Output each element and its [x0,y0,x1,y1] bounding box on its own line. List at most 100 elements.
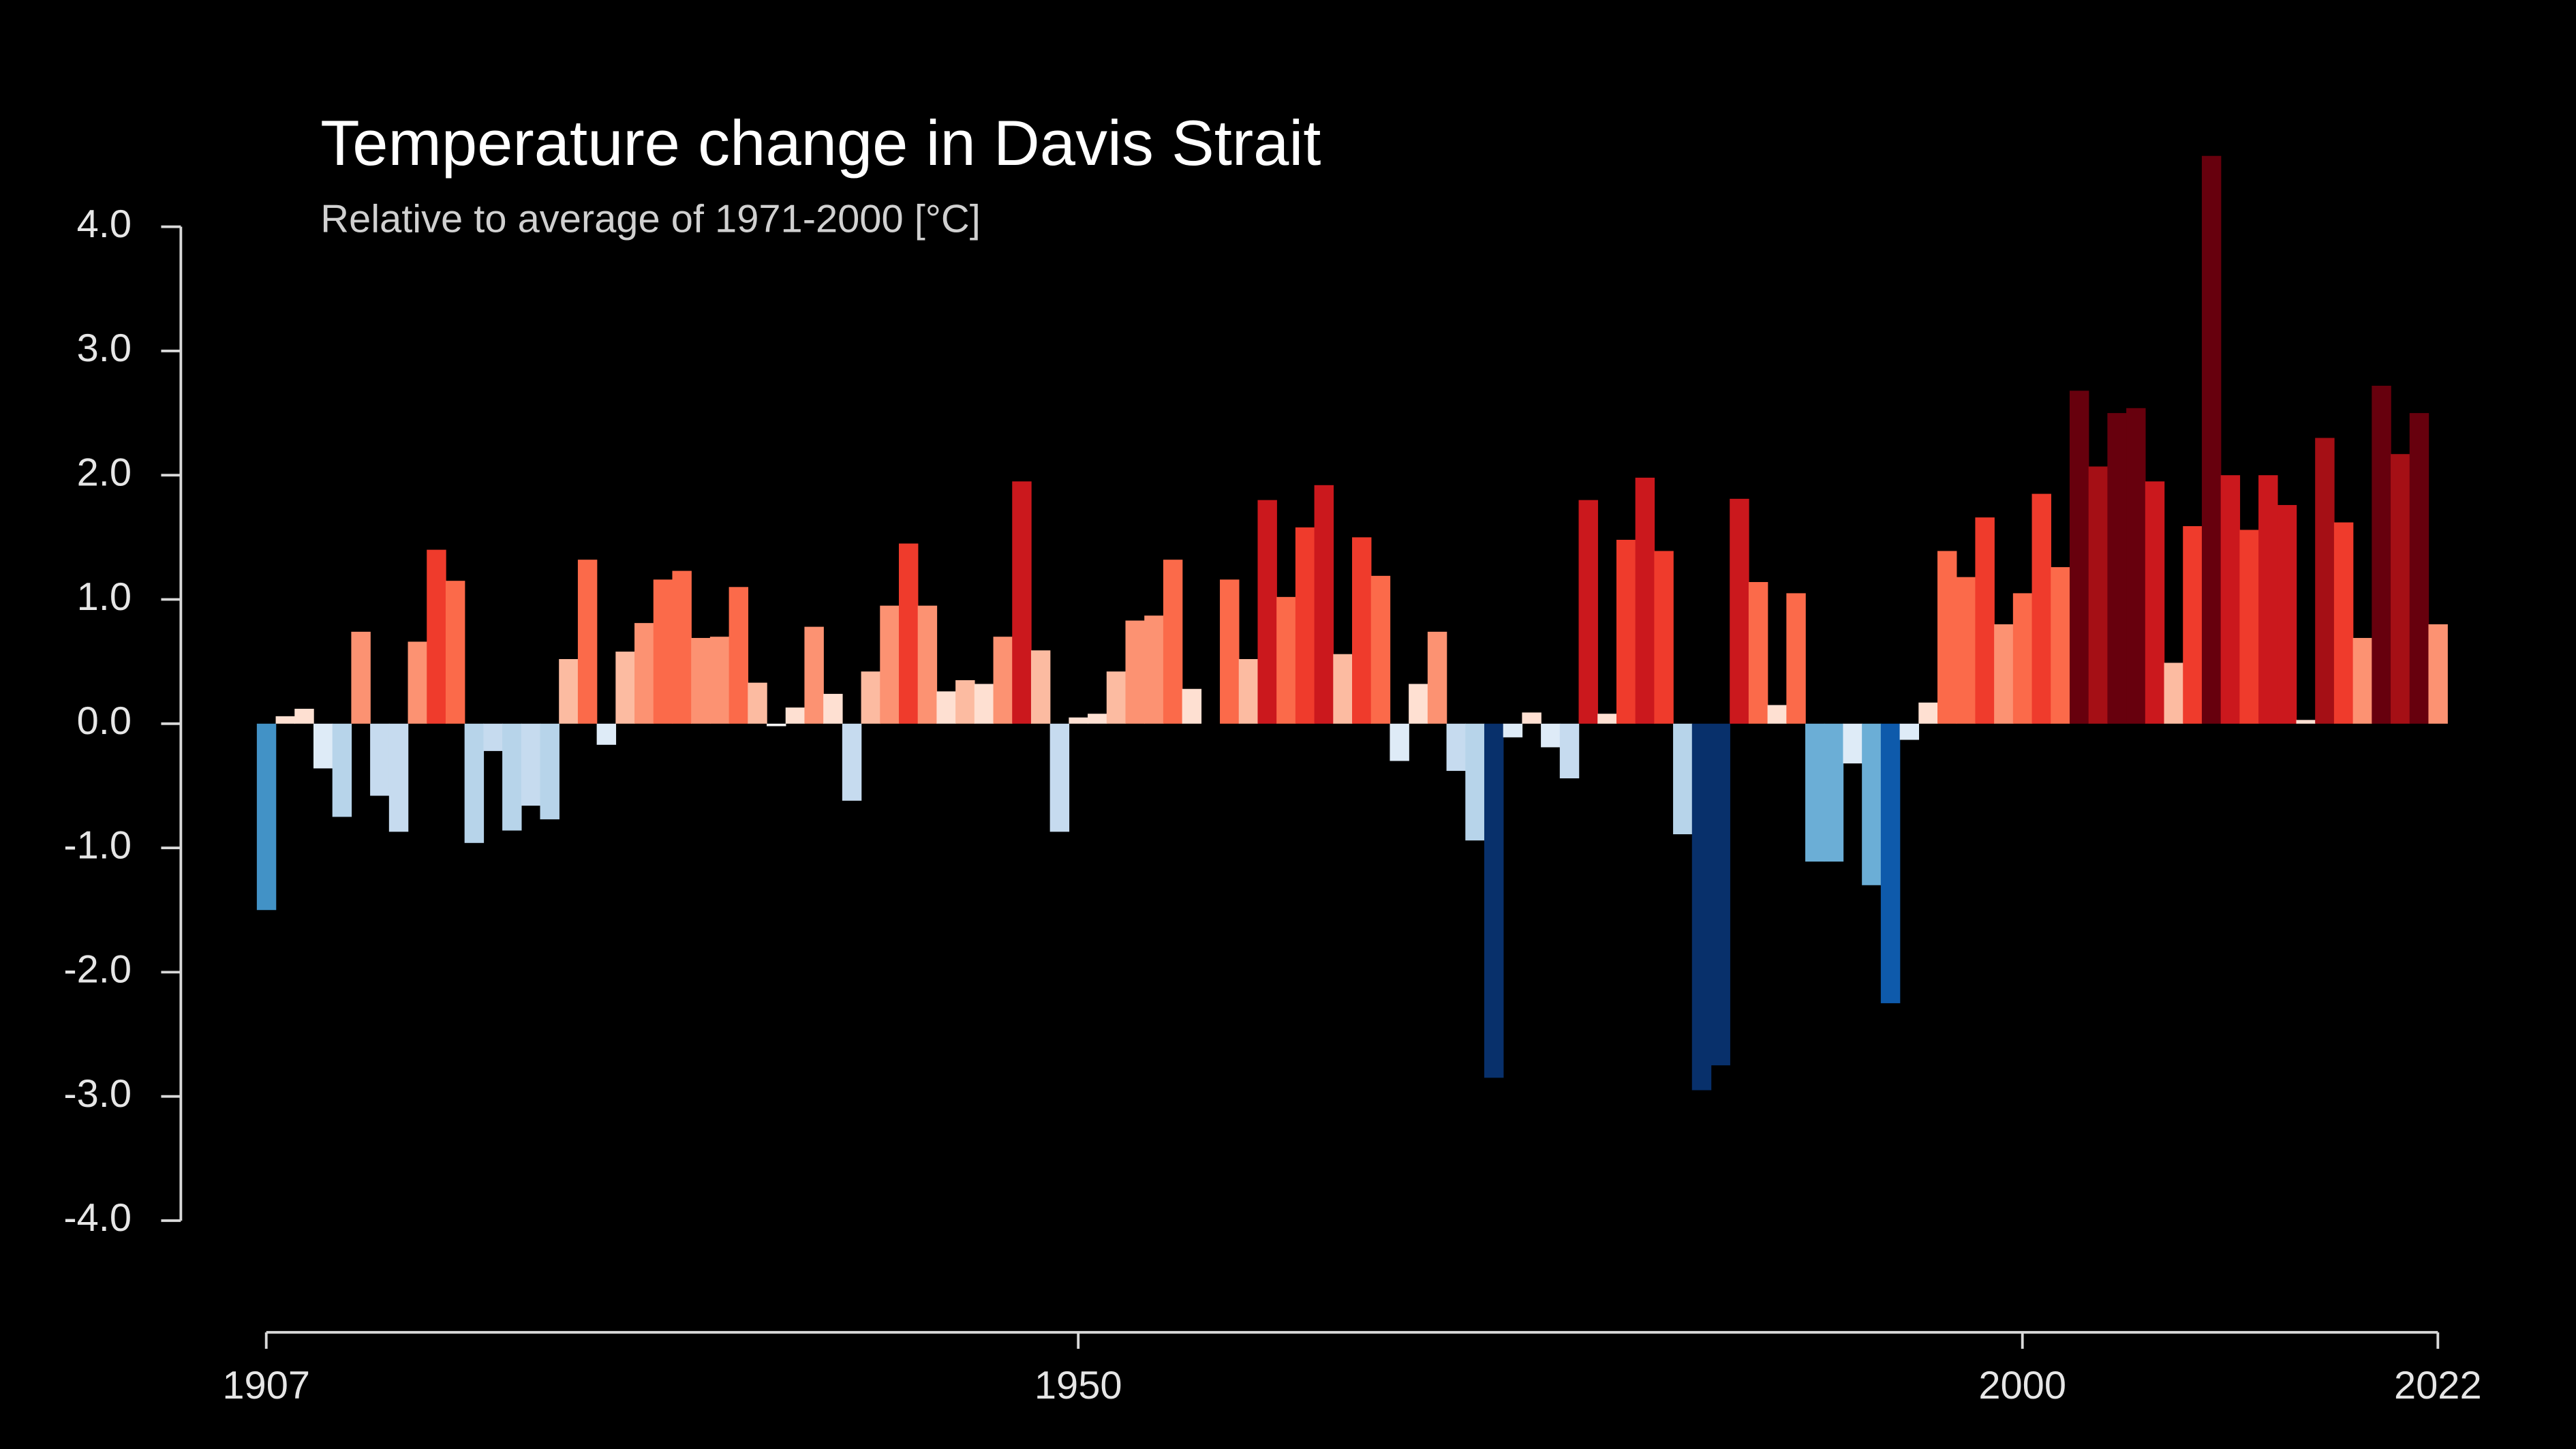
bar [2277,504,2297,724]
bar [1805,723,1825,862]
bar [1220,579,1240,724]
bar [1616,540,1636,724]
bar [1352,537,1372,724]
bar [483,723,503,751]
bar [2372,385,2391,724]
bar [1446,723,1466,772]
y-tick-label: -3.0 [63,1072,132,1116]
bar [1030,650,1051,724]
bar [1711,723,1730,1066]
bar [596,723,617,745]
bar [1409,684,1428,724]
bar [1012,481,1032,724]
bar [2428,624,2448,724]
bar [955,680,975,724]
bar [785,707,806,724]
bar [559,659,579,724]
bar [1767,705,1788,724]
bar [842,723,862,801]
bar [2352,638,2373,724]
bar [1088,714,1107,724]
bar [672,570,692,724]
bar [1786,593,1806,724]
bar [1937,551,1957,724]
bar [634,623,654,724]
y-tick-label: 2.0 [77,451,132,494]
bar [1635,477,1655,724]
x-tick-label: 2022 [2394,1364,2482,1407]
bar [1106,671,1126,724]
bar [1390,723,1409,761]
bar [388,723,409,832]
bar [615,652,635,724]
bar [2220,475,2241,724]
bar [691,638,711,724]
bar [408,641,427,724]
bar [2201,155,2222,724]
bar [1654,551,1674,724]
bar [1862,723,1882,885]
bar [917,605,938,724]
bar [2051,567,2070,724]
bar [1276,596,1296,724]
bar [1880,723,1901,1003]
bar [540,723,559,820]
bar [1427,631,1447,724]
bar [748,682,767,724]
bar [521,723,541,806]
bar [1257,500,1277,724]
bar [936,691,956,724]
y-tick-label: 3.0 [77,326,132,370]
bar [1125,620,1145,724]
bar [1541,723,1561,748]
bar [2296,720,2316,724]
bar [2164,662,2183,724]
bar [351,631,371,724]
bar [767,723,786,727]
y-tick-label: -4.0 [63,1196,132,1240]
bar [1314,485,1334,724]
x-tick-label: 1907 [222,1364,310,1407]
bar [1824,723,1844,862]
bar [577,560,598,724]
bar [1144,615,1164,724]
y-tick-label: -1.0 [63,823,132,867]
bar [1370,575,1391,724]
bar [1503,723,1523,737]
bar [294,708,314,724]
bar [1049,723,1070,832]
bar [861,671,880,724]
bar [974,684,994,724]
bar [1673,723,1693,835]
bar [1578,500,1598,724]
bar [898,543,919,724]
bar [1748,581,1768,724]
bar [1069,717,1088,724]
x-tick-label: 1950 [1034,1364,1122,1407]
bar [1522,712,1542,724]
bar [2183,525,2203,724]
chart-subtitle: Relative to average of 1971-2000 [°C] [320,198,981,241]
bar [502,723,522,831]
bar [332,723,352,817]
bar [653,579,673,724]
bar [1465,723,1485,841]
bar [1899,723,1920,740]
bar [1843,723,1862,764]
bar [823,694,843,724]
bar [2258,475,2278,724]
bar [1333,654,1353,724]
bar [256,723,277,911]
bar [1956,577,1976,724]
bar [313,723,333,769]
bar [993,637,1013,724]
bar [2145,481,2165,724]
bar [1182,688,1202,724]
bar [880,605,900,724]
bar [1691,723,1712,1090]
y-tick-label: 4.0 [77,202,132,246]
bar [427,549,446,724]
bar [1975,517,1995,724]
